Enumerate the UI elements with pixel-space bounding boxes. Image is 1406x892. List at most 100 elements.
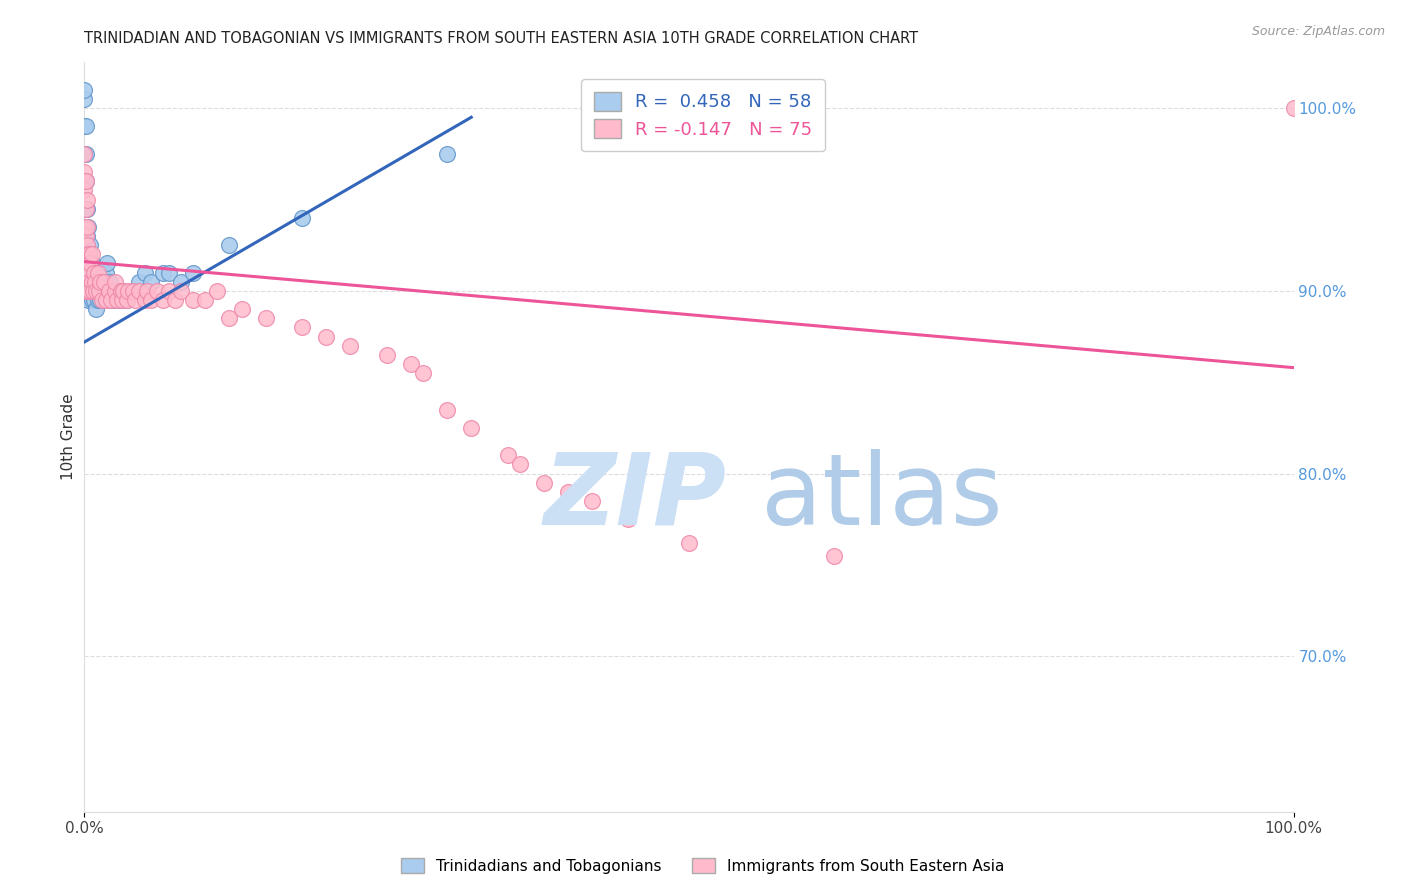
Point: [75, 174, 97, 188]
Point: [152, 293, 174, 307]
Point: [112, 284, 135, 298]
Point: [436, 402, 458, 417]
Point: [79, 256, 101, 270]
Point: [557, 484, 579, 499]
Point: [97, 284, 120, 298]
Point: [76, 275, 98, 289]
Point: [112, 284, 135, 298]
Point: [79, 284, 101, 298]
Point: [89, 275, 111, 289]
Point: [84, 275, 107, 289]
Point: [128, 275, 150, 289]
Point: [134, 293, 156, 307]
Point: [100, 293, 122, 307]
Point: [128, 284, 150, 298]
Point: [83, 293, 105, 307]
Point: [231, 302, 253, 317]
Point: [87, 275, 110, 289]
Point: [75, 219, 97, 234]
Point: [117, 284, 139, 298]
Point: [93, 275, 115, 289]
Point: [581, 494, 603, 508]
Point: [399, 357, 422, 371]
Point: [823, 549, 845, 563]
Point: [73, 92, 96, 106]
Point: [121, 284, 143, 298]
Point: [315, 329, 337, 343]
Point: [75, 256, 97, 270]
Point: [77, 266, 100, 280]
Point: [77, 219, 100, 234]
Point: [73, 120, 96, 134]
Point: [84, 275, 107, 289]
Point: [86, 302, 108, 317]
Point: [533, 475, 555, 490]
Text: Source: ZipAtlas.com: Source: ZipAtlas.com: [1251, 25, 1385, 38]
Point: [339, 339, 361, 353]
Point: [170, 284, 193, 298]
Point: [89, 293, 111, 307]
Point: [75, 174, 97, 188]
Point: [77, 247, 100, 261]
Point: [98, 275, 121, 289]
Point: [77, 284, 100, 298]
Point: [75, 202, 97, 216]
Point: [75, 120, 97, 134]
Point: [73, 146, 96, 161]
Point: [104, 284, 127, 298]
Point: [678, 536, 700, 550]
Point: [86, 266, 108, 280]
Point: [82, 284, 104, 298]
Point: [100, 293, 122, 307]
Point: [136, 284, 159, 298]
Point: [75, 284, 97, 298]
Text: atlas: atlas: [762, 449, 1002, 546]
Point: [75, 146, 97, 161]
Point: [76, 219, 98, 234]
Point: [80, 293, 103, 307]
Point: [97, 284, 120, 298]
Point: [509, 458, 531, 472]
Point: [83, 266, 105, 280]
Point: [617, 512, 640, 526]
Point: [77, 247, 100, 261]
Point: [77, 275, 100, 289]
Point: [86, 293, 108, 307]
Point: [157, 266, 180, 280]
Point: [82, 275, 104, 289]
Point: [170, 275, 193, 289]
Legend: Trinidadians and Tobagonians, Immigrants from South Eastern Asia: Trinidadians and Tobagonians, Immigrants…: [395, 852, 1011, 880]
Point: [80, 247, 103, 261]
Point: [75, 202, 97, 216]
Point: [105, 293, 128, 307]
Point: [73, 83, 96, 97]
Point: [94, 293, 117, 307]
Point: [101, 284, 124, 298]
Point: [291, 211, 314, 225]
Point: [139, 275, 162, 289]
Point: [75, 266, 97, 280]
Legend: R =  0.458   N = 58, R = -0.147   N = 75: R = 0.458 N = 58, R = -0.147 N = 75: [581, 79, 825, 152]
Point: [73, 146, 96, 161]
Point: [76, 256, 98, 270]
Point: [1282, 101, 1305, 115]
Point: [86, 284, 108, 298]
Point: [436, 146, 458, 161]
Point: [165, 293, 187, 307]
Point: [94, 266, 117, 280]
Point: [134, 266, 156, 280]
Point: [181, 266, 204, 280]
Point: [207, 284, 229, 298]
Point: [76, 193, 98, 207]
Point: [80, 275, 103, 289]
Point: [75, 238, 97, 252]
Point: [76, 202, 98, 216]
Point: [79, 238, 101, 252]
Point: [111, 293, 134, 307]
Point: [76, 238, 98, 252]
Point: [110, 293, 132, 307]
Point: [412, 366, 434, 380]
Point: [73, 183, 96, 197]
Point: [194, 293, 217, 307]
Point: [139, 293, 162, 307]
